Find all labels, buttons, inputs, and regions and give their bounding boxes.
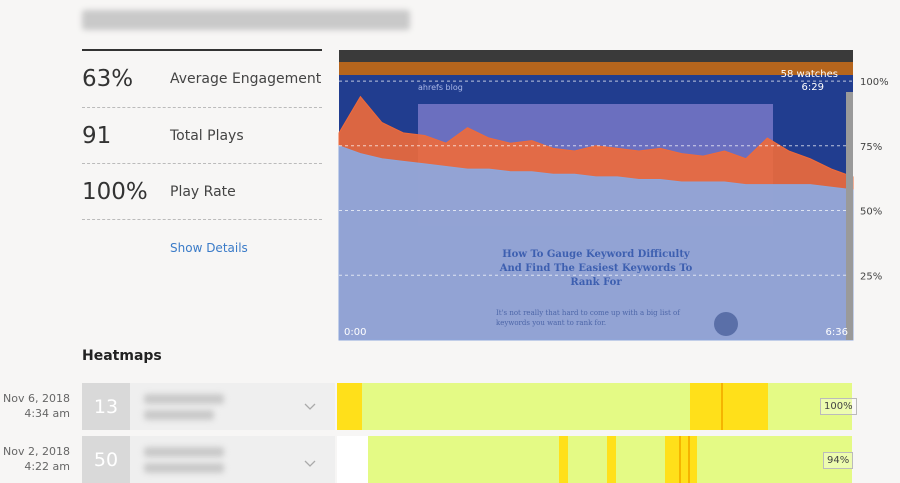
frame-avatar [714,312,738,336]
row-percent: 94% [823,452,854,469]
row-time: 4:34 am [24,407,70,420]
frame-logo: ahrefs blog [418,83,463,92]
title-rule [82,49,322,51]
stat-label: Average Engagement [170,71,322,87]
browser-bar [339,50,853,62]
end-time: 6:36 [826,327,848,338]
scrubber [846,92,853,340]
separator [82,107,322,108]
heatmap [337,383,852,430]
stat-value: 63% [82,66,134,92]
y-tick-label: 75% [860,142,882,153]
separator [82,163,322,164]
row-count: 50 [82,436,130,483]
row-count: 13 [82,383,130,430]
watch-time: 6:29 [802,82,824,93]
heatmaps-title: Heatmaps [82,348,162,364]
row-time: 4:22 am [24,460,70,473]
y-tick-label: 25% [860,271,882,282]
video-chart: ahrefs blog How To Gauge Keyword Difficu… [338,50,889,341]
watch-count: 58 watches [781,69,838,80]
y-tick-label: 50% [860,207,882,218]
banner-bar [339,62,853,75]
frame-text: It's not really that hard to come up wit… [496,309,680,327]
row-date: Nov 6, 2018 [3,392,70,405]
stat-label: Play Rate [170,184,236,200]
start-time: 0:00 [344,327,366,338]
show-details-link[interactable]: Show Details [170,241,248,255]
row-date: Nov 2, 2018 [3,445,70,458]
separator [82,219,322,220]
blurred-title [82,10,410,30]
frame-heading: How To Gauge Keyword Difficulty And Find… [499,249,693,288]
stat-value: 91 [82,123,112,149]
stat-value: 100% [82,179,148,205]
row-name[interactable] [130,436,335,483]
row-percent: 100% [820,398,857,415]
heatmap [337,436,852,483]
stat-label: Total Plays [170,128,244,144]
row-name[interactable] [130,383,335,430]
area [338,145,854,341]
y-tick-label: 100% [860,77,889,88]
